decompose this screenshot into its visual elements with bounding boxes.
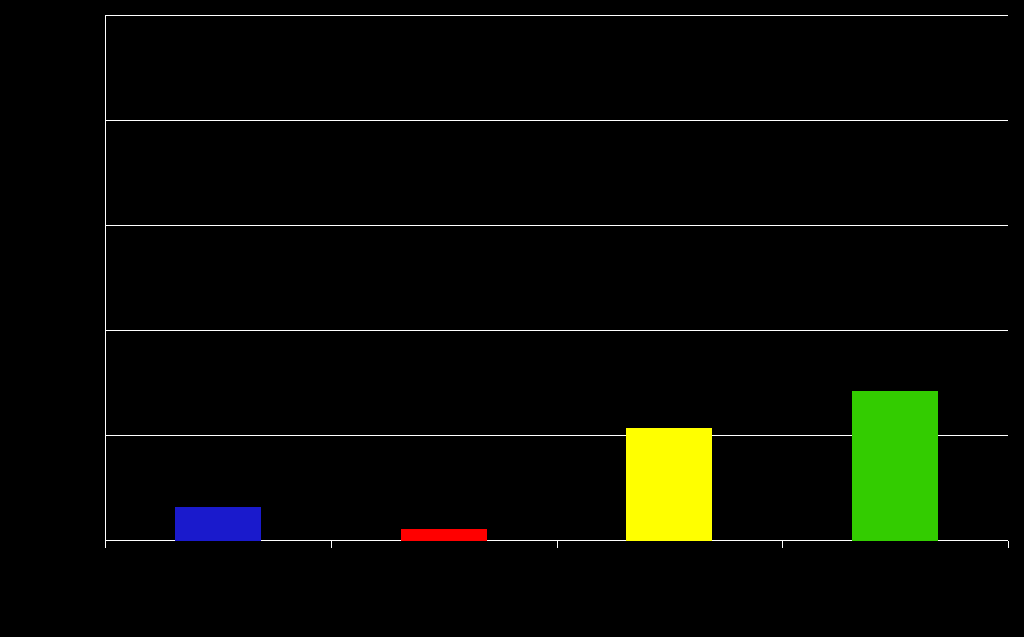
x-tick — [782, 541, 783, 548]
bar-1 — [175, 507, 261, 541]
gridline — [105, 120, 1008, 121]
bar-3 — [626, 428, 712, 541]
y-axis — [105, 16, 106, 548]
gridline — [105, 225, 1008, 226]
bar-2 — [401, 529, 487, 541]
bar-4 — [852, 391, 938, 541]
plot-area — [105, 16, 1008, 541]
bar-chart — [0, 0, 1024, 637]
gridline — [105, 330, 1008, 331]
x-tick — [1008, 541, 1009, 548]
gridline — [105, 15, 1008, 16]
x-tick — [557, 541, 558, 548]
x-tick — [331, 541, 332, 548]
